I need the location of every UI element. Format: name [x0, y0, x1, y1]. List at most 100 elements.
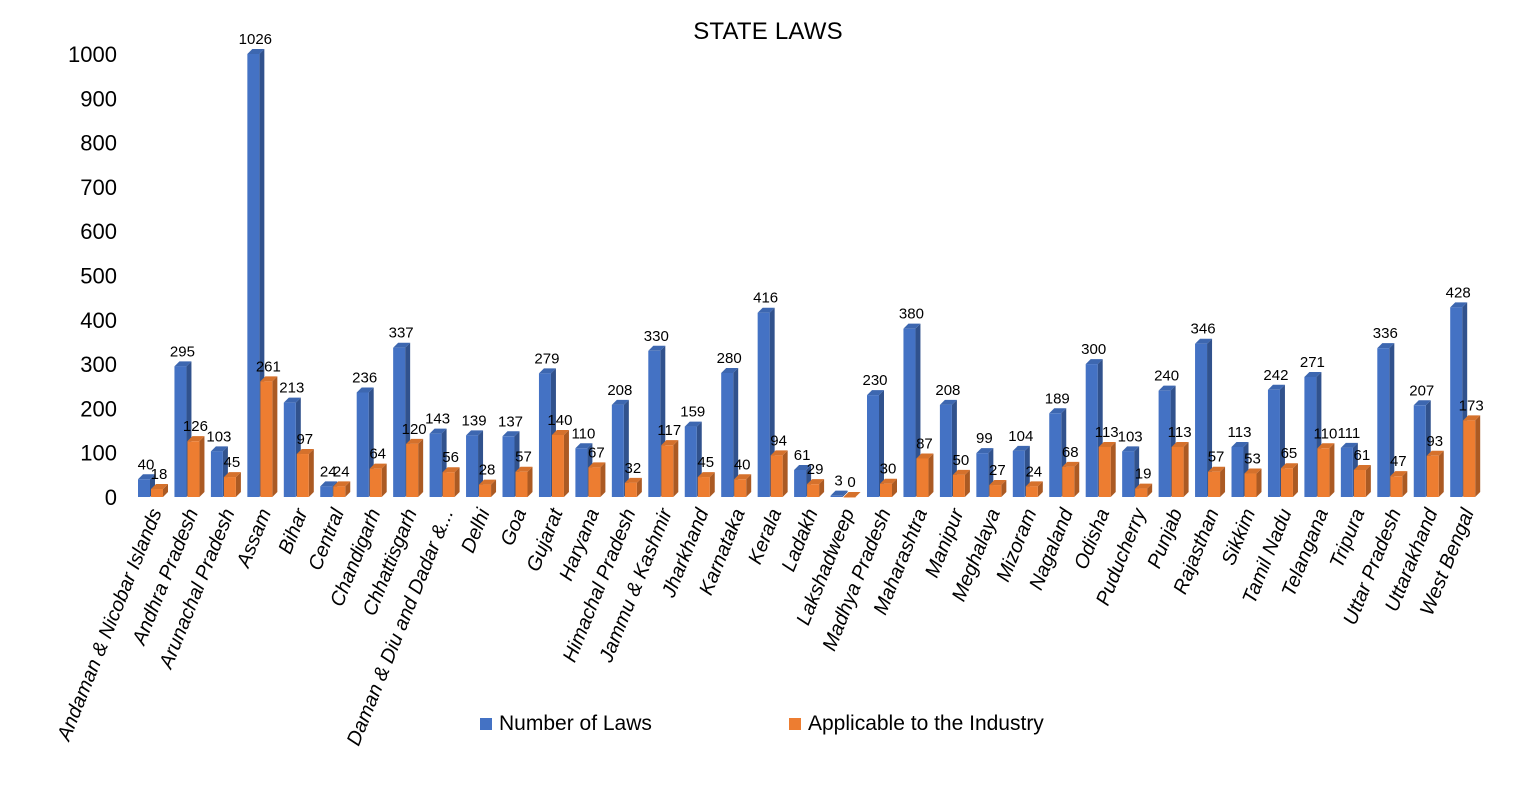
bars-group	[138, 49, 1481, 498]
bar-side	[1207, 338, 1213, 497]
bar-applicable	[880, 478, 897, 497]
bar-side	[563, 429, 569, 497]
bar-front	[843, 497, 856, 498]
bar-top	[247, 49, 265, 54]
bar-front	[369, 468, 382, 497]
bar-front	[952, 474, 965, 497]
bar-applicable	[588, 462, 606, 497]
bar-top	[1231, 441, 1249, 447]
bar-number-of-laws	[611, 399, 629, 497]
data-label: 45	[224, 454, 241, 471]
bar-front	[1280, 468, 1293, 497]
bar-front	[624, 482, 637, 497]
bar-number-of-laws	[684, 421, 702, 497]
data-label: 0	[847, 474, 855, 491]
bar-applicable	[479, 479, 497, 497]
bar-top	[466, 430, 484, 436]
data-labels-group: 4018295126103451026261213972424236643371…	[138, 31, 1484, 491]
bar-front	[151, 489, 163, 497]
bar-top	[151, 484, 168, 490]
bar-front	[174, 366, 187, 497]
bar-top	[283, 397, 301, 403]
bar-side	[782, 450, 788, 497]
bar-top	[1135, 483, 1153, 489]
bar-applicable	[1426, 450, 1444, 497]
bar-number-of-laws	[1049, 408, 1067, 497]
bar-top	[734, 474, 752, 480]
bar-top	[1171, 441, 1189, 447]
bar-applicable	[1280, 463, 1298, 497]
bar-top	[1122, 446, 1140, 452]
bar-top	[1244, 468, 1262, 474]
legend-item-applicable: Applicable to the Industry	[789, 712, 1044, 736]
bar-front	[939, 404, 952, 497]
bar-top	[369, 463, 387, 469]
bar-applicable	[734, 474, 752, 497]
data-label: 207	[1409, 382, 1434, 399]
data-label: 87	[916, 435, 933, 452]
data-label: 18	[151, 466, 168, 483]
bar-front	[807, 484, 820, 497]
data-label: 19	[1135, 466, 1152, 483]
bar-applicable	[1062, 461, 1080, 497]
data-label: 280	[717, 350, 742, 367]
bar-front	[260, 381, 273, 497]
bar-side	[1389, 343, 1395, 497]
data-label: 159	[680, 404, 705, 421]
bar-top	[406, 438, 424, 444]
legend-swatch-icon	[789, 718, 801, 730]
bar-front	[770, 455, 783, 497]
bar-top	[684, 421, 702, 427]
data-label: 68	[1062, 444, 1079, 461]
bar-side	[1001, 480, 1007, 497]
bar-side	[623, 399, 629, 497]
bar-top	[1280, 463, 1298, 469]
y-tick-label: 800	[80, 131, 117, 156]
bar-top	[320, 481, 338, 487]
bar-side	[1256, 468, 1262, 497]
bar-front	[1377, 348, 1390, 497]
bar-top	[624, 477, 642, 483]
bar-front	[1304, 376, 1317, 497]
bar-top	[794, 464, 812, 470]
bar-applicable	[442, 467, 460, 497]
bar-top	[648, 345, 666, 351]
data-label: 24	[1025, 463, 1042, 480]
bar-side	[1037, 481, 1043, 497]
data-label: 242	[1263, 367, 1288, 384]
bar-top	[1085, 359, 1103, 365]
bar-front	[393, 347, 406, 497]
data-label: 346	[1191, 321, 1216, 338]
data-label: 173	[1459, 397, 1484, 414]
bar-top	[1062, 461, 1080, 467]
bar-front	[1049, 413, 1062, 497]
data-label: 40	[734, 456, 751, 473]
bar-top	[916, 453, 934, 459]
bar-side	[1402, 471, 1408, 497]
bar-top	[1012, 445, 1030, 451]
y-axis: 0 100 200 300 400 500 600 700 800 900 1000	[68, 42, 117, 510]
bar-applicable	[989, 480, 1007, 497]
bar-top	[138, 474, 155, 480]
data-label: 28	[479, 462, 496, 479]
bar-top	[843, 492, 861, 497]
bar-front	[830, 495, 843, 497]
bar-side	[1110, 441, 1116, 497]
bar-applicable	[260, 376, 278, 497]
bar-applicable	[1244, 468, 1262, 497]
data-label: 139	[462, 412, 487, 429]
data-label: 57	[1208, 449, 1225, 466]
bar-number-of-laws	[867, 390, 884, 497]
bar-side	[733, 367, 739, 497]
bar-top	[1377, 343, 1395, 349]
bar-front	[575, 448, 588, 497]
bar-front	[442, 472, 455, 497]
bar-side	[636, 477, 642, 497]
data-label: 336	[1373, 325, 1398, 342]
legend-label: Number of Laws	[499, 712, 652, 735]
data-label: 337	[389, 325, 414, 342]
chart-title: STATE LAWS	[693, 18, 843, 45]
bar-side	[527, 466, 533, 497]
bar-front	[976, 453, 989, 497]
